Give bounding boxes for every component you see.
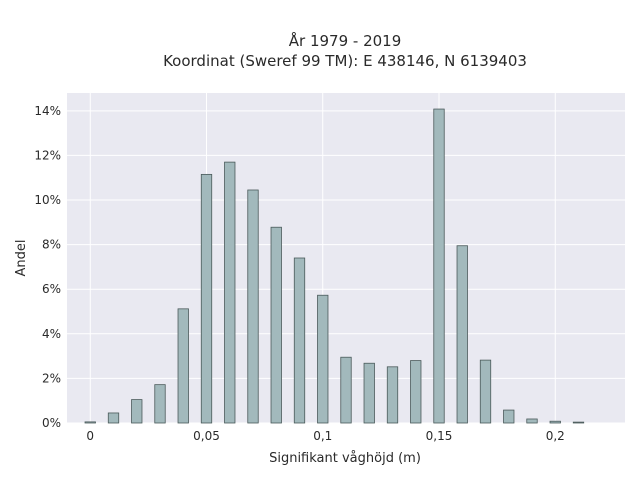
y-tick-labels: 0% 2% 4% 6% 8% 10% 12% 14% [34,104,61,430]
bar [386,366,399,424]
chart-subtitle: Koordinat (Sweref 99 TM): E 438146, N 61… [163,52,527,70]
bar [247,189,259,424]
bar [177,308,189,424]
bars [84,108,585,424]
bar [410,360,422,424]
bar [293,257,306,424]
x-axis-title: Signifikant våghöjd (m) [269,451,421,466]
x-tick-labels: 0 0,05 0,1 0,15 0,2 [86,429,564,443]
bar [200,173,213,424]
y-tick-label: 10% [34,193,61,207]
y-tick-label: 2% [42,371,61,385]
x-tick-label: 0,1 [313,429,332,443]
bar [503,409,515,424]
chart-title: År 1979 - 2019 [289,31,402,50]
bar [154,384,166,424]
bar [479,359,492,424]
bar [456,245,468,424]
bar [84,421,96,424]
y-tick-label: 8% [42,238,61,252]
y-axis-title: Andel [14,240,29,277]
y-tick-label: 12% [34,148,61,162]
x-tick-label: 0 [86,429,94,443]
x-tick-label: 0,15 [426,429,453,443]
y-tick-label: 0% [42,416,61,430]
bar [107,412,120,424]
bar [433,108,445,424]
y-tick-label: 14% [34,104,61,118]
x-tick-label: 0,05 [193,429,220,443]
y-tick-label: 4% [42,327,61,341]
bar [363,362,375,424]
y-tick-label: 6% [42,282,61,296]
bar [340,356,352,424]
bar [224,161,236,424]
bar [317,294,329,424]
bar [131,399,143,424]
x-tick-label: 0,2 [546,429,565,443]
bar [270,226,282,424]
bar [572,421,585,424]
bar [526,418,538,424]
bar [549,420,561,424]
